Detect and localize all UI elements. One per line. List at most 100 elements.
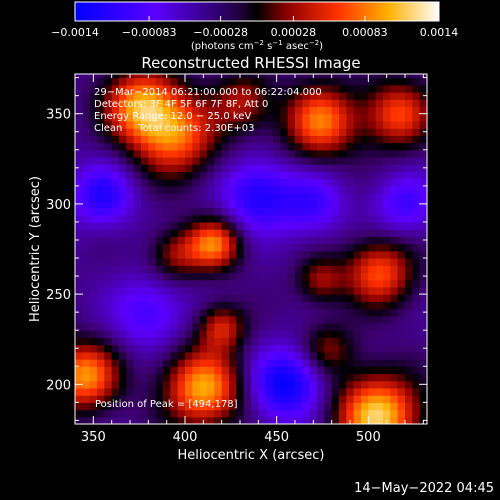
heatmap-cell <box>177 221 186 230</box>
heatmap-cell <box>126 156 135 165</box>
heatmap-cell <box>119 258 127 266</box>
heatmap-cell <box>170 286 179 295</box>
heatmap-cell <box>214 171 223 180</box>
heatmap-cell <box>177 185 186 194</box>
heatmap-cell <box>368 330 377 339</box>
heatmap-cell <box>192 149 201 158</box>
heatmap-cell <box>317 84 325 93</box>
heatmap-cell <box>375 258 384 266</box>
heatmap-cell <box>221 193 230 201</box>
heatmap-cell <box>82 373 91 382</box>
heatmap-cell <box>361 74 369 79</box>
heatmap-cell <box>317 142 325 151</box>
heatmap-cell <box>368 171 377 180</box>
heatmap-cell <box>133 250 142 259</box>
heatmap-cell <box>170 344 179 353</box>
heatmap-cell <box>170 200 179 209</box>
heatmap-cell <box>97 308 105 317</box>
heatmap-cell <box>155 74 164 79</box>
heatmap-cell <box>405 258 413 266</box>
heatmap-cell <box>295 214 303 223</box>
heatmap-cell <box>126 142 135 151</box>
heatmap-cell <box>412 156 421 165</box>
heatmap-cell <box>207 113 215 122</box>
heatmap-cell <box>412 337 421 346</box>
heatmap-cell <box>119 164 127 173</box>
heatmap-cell <box>265 77 274 86</box>
heatmap-cell <box>126 200 135 209</box>
heatmap-cell <box>331 416 340 424</box>
heatmap-cell <box>148 164 157 173</box>
heatmap-cell <box>126 337 135 346</box>
heatmap-cell <box>126 330 135 339</box>
heatmap-cell <box>214 128 223 136</box>
heatmap-cell <box>412 164 421 173</box>
heatmap-cell <box>287 315 296 324</box>
heatmap-cell <box>331 149 340 158</box>
heatmap-cell <box>185 416 193 424</box>
heatmap-cell <box>82 272 91 281</box>
heatmap-cell <box>119 193 127 201</box>
heatmap-cell <box>295 416 303 424</box>
heatmap-cell <box>207 207 215 216</box>
heatmap-cell <box>163 258 171 266</box>
heatmap-cell <box>199 113 208 122</box>
heatmap-cell <box>339 250 347 259</box>
heatmap-cell <box>324 164 333 173</box>
heatmap-cell <box>192 416 201 424</box>
heatmap-cell <box>133 113 142 122</box>
heatmap-cell <box>133 286 142 295</box>
heatmap-cell <box>82 74 91 79</box>
heatmap-cell <box>405 272 413 281</box>
heatmap-cell <box>324 416 333 424</box>
heatmap-cell <box>390 200 399 209</box>
heatmap-cell <box>170 156 179 165</box>
heatmap-cell <box>133 294 142 302</box>
heatmap-cell <box>265 92 274 100</box>
heatmap-cell <box>185 200 193 209</box>
heatmap-cell <box>119 265 127 274</box>
heatmap-cell <box>82 322 91 331</box>
heatmap-cell <box>221 135 230 144</box>
heatmap-cell <box>236 99 245 108</box>
heatmap-cell <box>199 258 208 266</box>
heatmap-cell <box>405 74 413 79</box>
heatmap-cell <box>170 207 179 216</box>
heatmap-cell <box>331 387 340 396</box>
heatmap-cell <box>309 178 318 187</box>
heatmap-cell <box>412 366 421 375</box>
heatmap-cell <box>383 272 391 281</box>
heatmap-cell <box>383 178 391 187</box>
heatmap-cell <box>148 106 157 115</box>
heatmap-cell <box>111 207 120 216</box>
heatmap-cell <box>236 351 245 360</box>
heatmap-cell <box>309 294 318 302</box>
heatmap-cell <box>251 128 259 136</box>
heatmap-cell <box>353 351 362 360</box>
heatmap-cell <box>287 200 296 209</box>
heatmap-cell <box>258 243 267 252</box>
heatmap-cell <box>258 373 267 382</box>
heatmap-cell <box>221 366 230 375</box>
heatmap-cell <box>214 315 223 324</box>
heatmap-cell <box>280 286 289 295</box>
heatmap-cell <box>368 74 377 79</box>
heatmap-cell <box>192 236 201 245</box>
heatmap-cell <box>199 84 208 93</box>
heatmap-cell <box>236 395 245 403</box>
heatmap-cell <box>317 402 325 411</box>
heatmap-cell <box>236 149 245 158</box>
heatmap-cell <box>309 279 318 288</box>
heatmap-cell <box>361 402 369 411</box>
heatmap-cell <box>324 351 333 360</box>
heatmap-cell <box>375 207 384 216</box>
heatmap-cell <box>273 344 281 353</box>
heatmap-cell <box>155 185 164 194</box>
heatmap-cell <box>141 142 149 151</box>
heatmap-cell <box>309 330 318 339</box>
heatmap-cell <box>361 229 369 237</box>
heatmap-cell <box>163 265 171 274</box>
heatmap-cell <box>361 416 369 424</box>
heatmap-cell <box>82 128 91 136</box>
heatmap-cell <box>155 366 164 375</box>
